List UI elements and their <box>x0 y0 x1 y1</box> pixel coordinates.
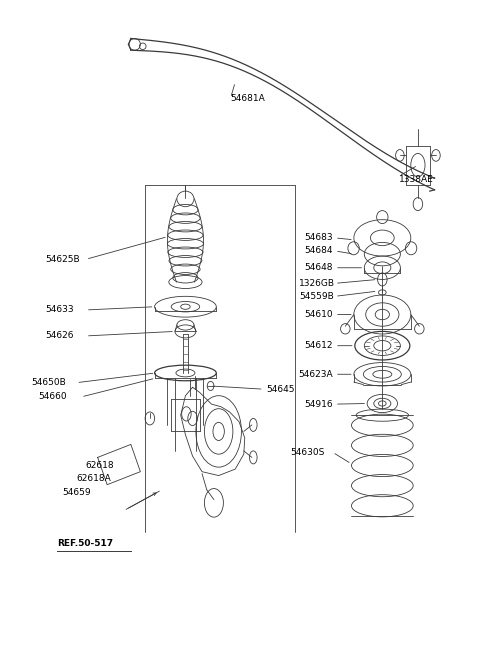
Text: 54612: 54612 <box>304 341 333 350</box>
Text: 54626: 54626 <box>46 331 74 341</box>
Text: 62618A: 62618A <box>76 474 111 483</box>
Text: 54681A: 54681A <box>230 94 265 103</box>
Text: 54625B: 54625B <box>46 255 80 264</box>
Text: 54559B: 54559B <box>299 292 334 301</box>
Text: 54684: 54684 <box>304 246 333 255</box>
Text: 54916: 54916 <box>304 400 333 409</box>
Text: 54610: 54610 <box>304 310 333 319</box>
Text: 54650B: 54650B <box>31 378 66 387</box>
Text: 54660: 54660 <box>38 392 67 402</box>
Text: 54623A: 54623A <box>298 370 333 379</box>
Text: 54633: 54633 <box>46 305 74 314</box>
Text: 54683: 54683 <box>304 233 333 242</box>
Text: 62618: 62618 <box>86 460 114 470</box>
Text: 1326GB: 1326GB <box>299 279 335 288</box>
Text: 54645: 54645 <box>266 384 295 394</box>
Text: 54659: 54659 <box>62 488 91 497</box>
Text: REF.50-517: REF.50-517 <box>57 538 113 548</box>
Text: 54648: 54648 <box>304 263 333 272</box>
Text: 1338AE: 1338AE <box>399 175 434 184</box>
Text: 54630S: 54630S <box>290 448 324 457</box>
